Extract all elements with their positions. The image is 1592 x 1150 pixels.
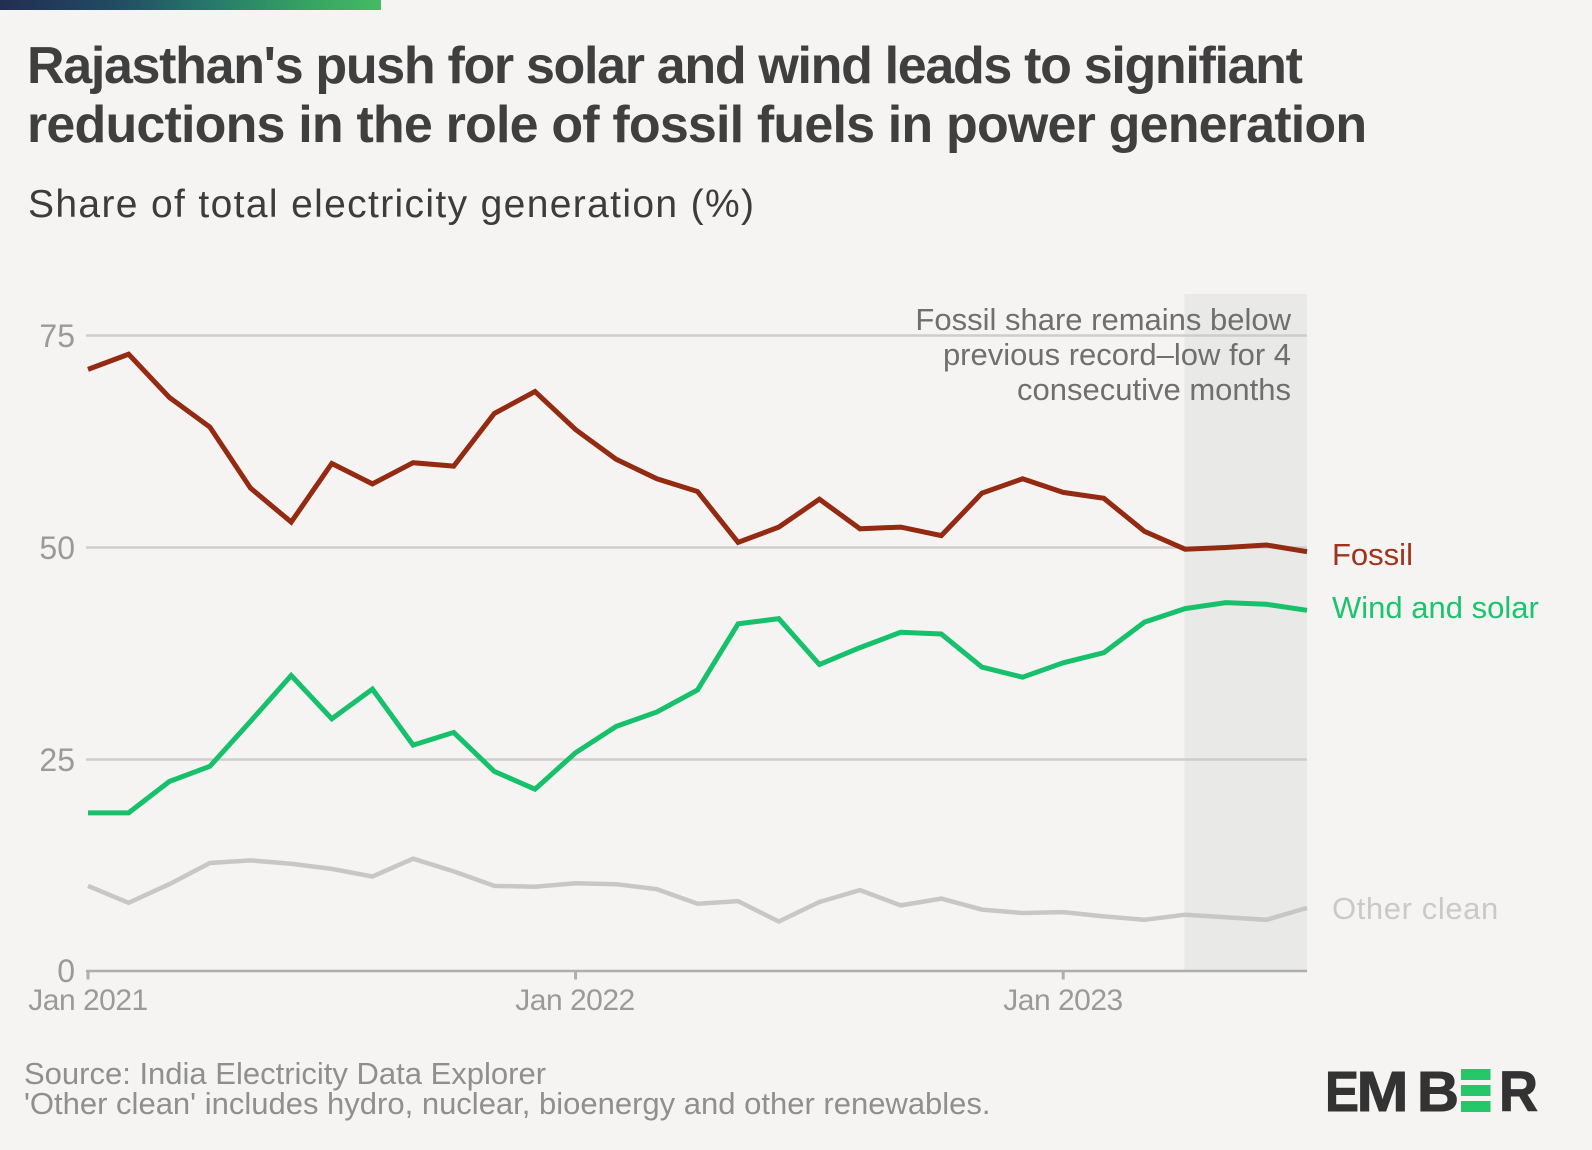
svg-text:E: E — [1327, 1069, 1359, 1112]
svg-text:B: B — [1417, 1069, 1459, 1112]
svg-text:R: R — [1499, 1069, 1538, 1112]
svg-text:M: M — [1357, 1069, 1409, 1112]
